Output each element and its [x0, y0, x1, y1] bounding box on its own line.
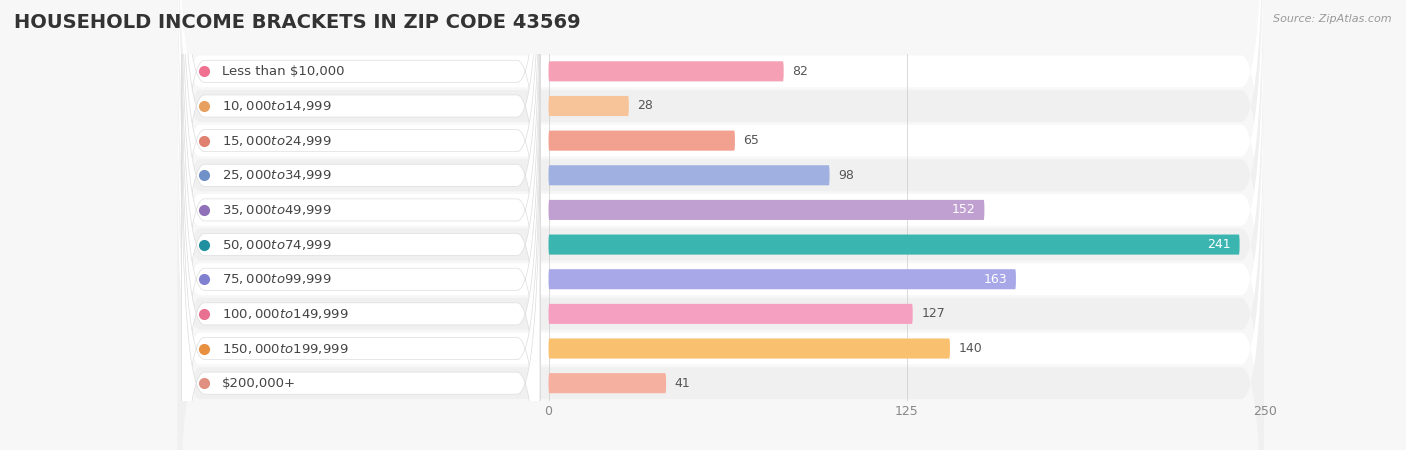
FancyBboxPatch shape — [177, 0, 1264, 436]
FancyBboxPatch shape — [177, 122, 1264, 450]
Text: $150,000 to $199,999: $150,000 to $199,999 — [222, 342, 349, 356]
Text: 82: 82 — [792, 65, 808, 78]
FancyBboxPatch shape — [177, 87, 1264, 450]
FancyBboxPatch shape — [181, 0, 540, 338]
Text: 28: 28 — [637, 99, 654, 112]
FancyBboxPatch shape — [177, 0, 1264, 402]
Text: 163: 163 — [984, 273, 1007, 286]
FancyBboxPatch shape — [181, 48, 540, 450]
Text: $75,000 to $99,999: $75,000 to $99,999 — [222, 272, 332, 286]
FancyBboxPatch shape — [177, 0, 1264, 367]
Text: 98: 98 — [838, 169, 853, 182]
FancyBboxPatch shape — [548, 61, 783, 81]
FancyBboxPatch shape — [181, 0, 540, 450]
FancyBboxPatch shape — [177, 0, 1264, 333]
FancyBboxPatch shape — [181, 0, 540, 407]
Text: $15,000 to $24,999: $15,000 to $24,999 — [222, 134, 332, 148]
FancyBboxPatch shape — [548, 130, 735, 151]
Text: 140: 140 — [959, 342, 983, 355]
FancyBboxPatch shape — [181, 117, 540, 450]
Text: $25,000 to $34,999: $25,000 to $34,999 — [222, 168, 332, 182]
Text: $200,000+: $200,000+ — [222, 377, 295, 390]
Text: $50,000 to $74,999: $50,000 to $74,999 — [222, 238, 332, 252]
Text: 241: 241 — [1208, 238, 1232, 251]
Text: HOUSEHOLD INCOME BRACKETS IN ZIP CODE 43569: HOUSEHOLD INCOME BRACKETS IN ZIP CODE 43… — [14, 14, 581, 32]
FancyBboxPatch shape — [548, 96, 628, 116]
FancyBboxPatch shape — [181, 0, 540, 372]
FancyBboxPatch shape — [548, 200, 984, 220]
FancyBboxPatch shape — [548, 269, 1017, 289]
Text: 127: 127 — [921, 307, 945, 320]
FancyBboxPatch shape — [548, 373, 666, 393]
FancyBboxPatch shape — [177, 53, 1264, 450]
FancyBboxPatch shape — [181, 13, 540, 450]
Text: 152: 152 — [952, 203, 976, 216]
Text: $10,000 to $14,999: $10,000 to $14,999 — [222, 99, 332, 113]
Text: $35,000 to $49,999: $35,000 to $49,999 — [222, 203, 332, 217]
Text: 65: 65 — [744, 134, 759, 147]
FancyBboxPatch shape — [177, 18, 1264, 450]
FancyBboxPatch shape — [548, 234, 1240, 255]
FancyBboxPatch shape — [548, 165, 830, 185]
FancyBboxPatch shape — [548, 338, 950, 359]
FancyBboxPatch shape — [177, 0, 1264, 450]
Text: 41: 41 — [675, 377, 690, 390]
FancyBboxPatch shape — [181, 82, 540, 450]
FancyBboxPatch shape — [548, 304, 912, 324]
FancyBboxPatch shape — [181, 0, 540, 441]
FancyBboxPatch shape — [181, 0, 540, 450]
Text: Source: ZipAtlas.com: Source: ZipAtlas.com — [1274, 14, 1392, 23]
Text: Less than $10,000: Less than $10,000 — [222, 65, 344, 78]
FancyBboxPatch shape — [177, 0, 1264, 450]
Text: $100,000 to $149,999: $100,000 to $149,999 — [222, 307, 349, 321]
